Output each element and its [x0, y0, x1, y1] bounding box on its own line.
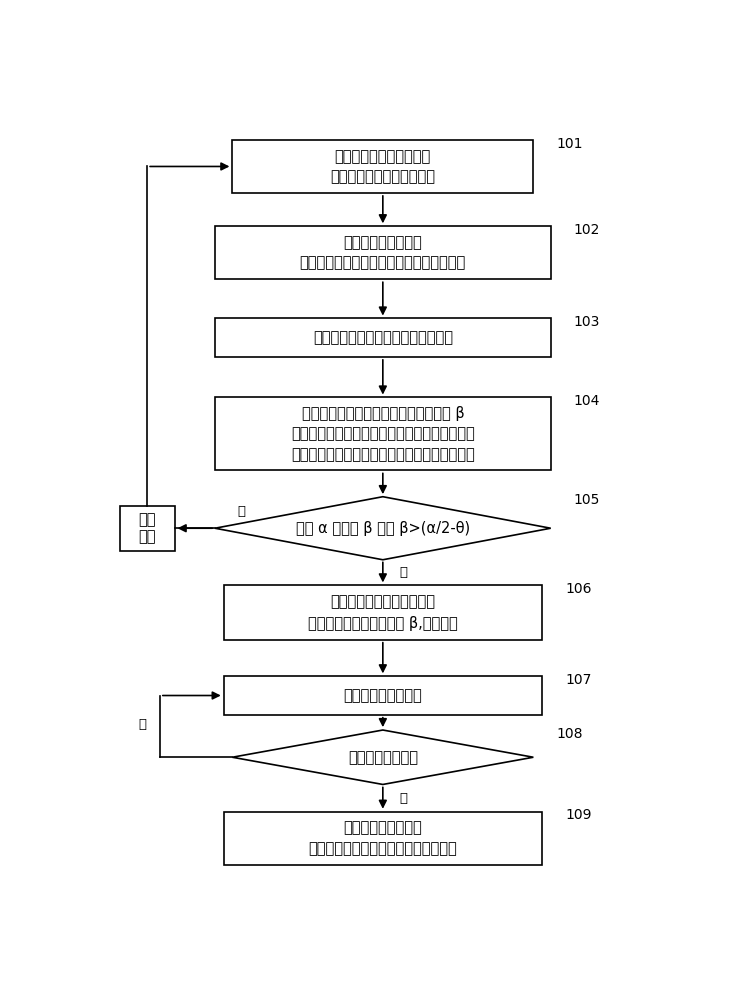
Text: 广角 α 与夹角 β 满足 β>(α/2-θ): 广角 α 与夹角 β 满足 β>(α/2-θ): [296, 521, 470, 536]
FancyBboxPatch shape: [215, 397, 551, 470]
Text: 定位系统的云台转动夹角 β,使得声源: 定位系统的云台转动夹角 β,使得声源: [308, 616, 458, 631]
FancyBboxPatch shape: [120, 506, 175, 551]
Text: 确定人体的位置信息: 确定人体的位置信息: [344, 821, 422, 836]
Text: 将声音强度信号和声音到声音传感器位置的: 将声音强度信号和声音到声音传感器位置的: [300, 255, 466, 270]
Text: 接线和定位系统当前正方向之间的夹角 β: 接线和定位系统当前正方向之间的夹角 β: [302, 406, 464, 421]
Text: 云台: 云台: [138, 529, 156, 544]
Text: 103: 103: [574, 315, 601, 329]
Text: 否: 否: [237, 505, 245, 518]
Text: 中央控制器对声音强度信号进行处理: 中央控制器对声音强度信号进行处理: [313, 330, 453, 345]
Text: 彩色摄像头采集图片: 彩色摄像头采集图片: [344, 688, 422, 703]
Text: 是: 是: [399, 792, 407, 805]
Text: 107: 107: [565, 673, 592, 687]
Text: 确定声源为人为声源，并根据人为声源: 确定声源为人为声源，并根据人为声源: [309, 841, 457, 856]
FancyBboxPatch shape: [223, 676, 542, 715]
Polygon shape: [232, 730, 533, 784]
Text: 108: 108: [557, 727, 583, 741]
Text: 否: 否: [139, 718, 146, 731]
Text: 与定位系统之间的距离，以及声源与定位系统连: 与定位系统之间的距离，以及声源与定位系统连: [291, 426, 474, 441]
Text: 106: 106: [565, 582, 592, 596]
Text: 不动: 不动: [138, 512, 156, 527]
FancyBboxPatch shape: [215, 226, 551, 279]
FancyBboxPatch shape: [215, 318, 551, 357]
Text: 时间发给中央控制器: 时间发给中央控制器: [344, 235, 422, 250]
Polygon shape: [215, 497, 551, 560]
FancyBboxPatch shape: [223, 812, 542, 865]
Text: 101: 101: [557, 137, 583, 151]
FancyBboxPatch shape: [223, 585, 542, 640]
Text: 109: 109: [565, 808, 592, 822]
Text: 位于彩色摄像头的视野中心: 位于彩色摄像头的视野中心: [330, 595, 436, 610]
FancyBboxPatch shape: [232, 140, 533, 193]
Text: 采集的图片有人脸: 采集的图片有人脸: [348, 750, 418, 765]
Text: 根据声音到声音传感器位置的时间差，计算声源: 根据声音到声音传感器位置的时间差，计算声源: [291, 447, 474, 462]
Text: 105: 105: [574, 493, 601, 507]
Text: 104: 104: [574, 394, 601, 408]
Text: 102: 102: [574, 223, 601, 237]
Text: 是: 是: [399, 566, 407, 579]
Text: 均布式声音传感器阵列中的: 均布式声音传感器阵列中的: [330, 169, 436, 184]
Text: 各个声音传感器检测声源: 各个声音传感器检测声源: [335, 149, 431, 164]
